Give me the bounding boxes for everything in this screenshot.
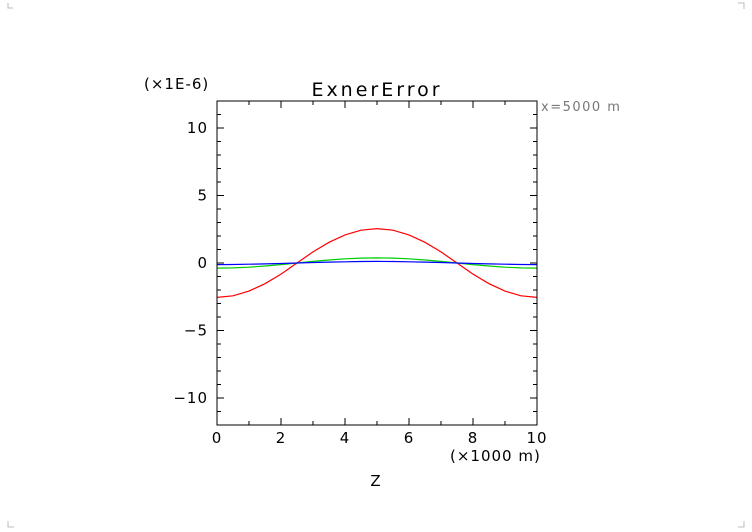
series-line-0	[216, 227, 538, 298]
y-tick-label: 5	[197, 187, 208, 205]
x-tick-label: 0	[212, 429, 223, 447]
series-line-1	[216, 257, 538, 269]
x-tick-label: 8	[468, 429, 479, 447]
y-tick-label: 10	[187, 119, 208, 137]
chart-title: ExnerError	[311, 79, 442, 101]
corner-mark-bottom-right	[738, 521, 745, 528]
corner-mark-top-right	[738, 2, 745, 9]
x-tick-label: 2	[276, 429, 287, 447]
x-axis-label: Z	[370, 472, 381, 490]
corner-mark-bottom-left	[7, 521, 14, 528]
x-tick-label: 4	[340, 429, 351, 447]
y-tick-label: −10	[173, 389, 208, 407]
x-tick-label: 10	[526, 429, 547, 447]
series-line-2	[216, 260, 538, 266]
corner-mark-top-left	[7, 3, 13, 9]
plot-frame	[216, 100, 538, 426]
x-tick-label: 6	[404, 429, 415, 447]
y-tick-label: −5	[184, 322, 208, 340]
x-multiplier-label: (×1000 m)	[450, 447, 541, 465]
plot-marks: 0 2 4 6 8 10 −10 −5 0 5 10	[173, 100, 547, 447]
annotation-label: x=5000 m	[541, 100, 621, 115]
y-multiplier-label: (×1E-6)	[144, 75, 209, 93]
y-tick-label: 0	[197, 254, 208, 272]
